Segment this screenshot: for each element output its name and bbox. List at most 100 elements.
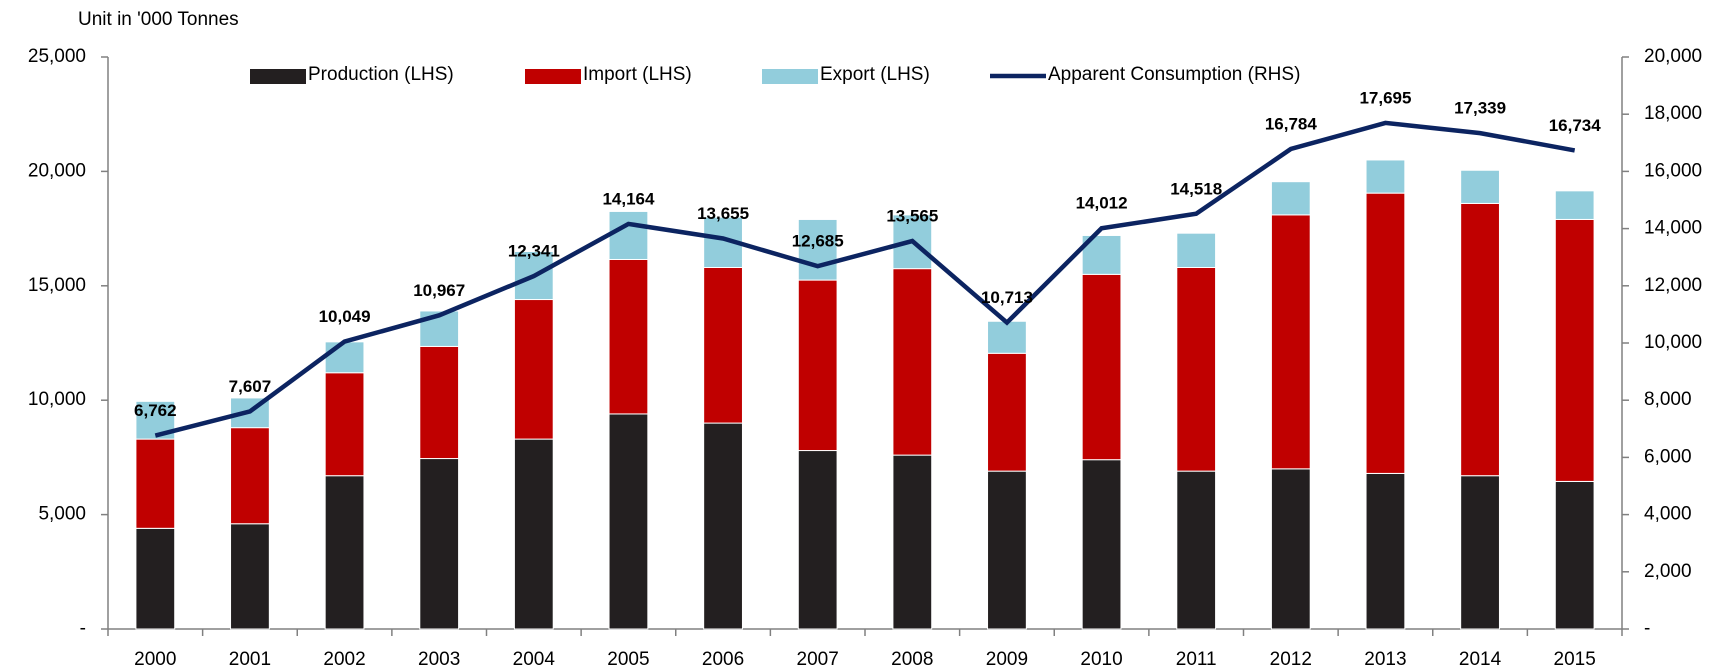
y2-tick-label: 10,000 [1644, 332, 1702, 353]
bar-segment [1270, 181, 1311, 216]
bar-segment [892, 268, 933, 456]
x-tick-label: 2001 [229, 649, 271, 670]
bar-segment [230, 523, 270, 630]
data-label: 17,695 [1359, 88, 1411, 107]
bar-segment [135, 438, 176, 529]
data-label: 10,713 [981, 288, 1033, 307]
bar-segment [892, 454, 933, 630]
x-tick-label: 2008 [891, 649, 933, 670]
bar-segment [1270, 468, 1311, 630]
x-tick-label: 2002 [323, 649, 365, 670]
x-tick-label: 2014 [1459, 649, 1502, 670]
bar-segment [1460, 169, 1500, 204]
y2-tick-label: - [1644, 618, 1650, 639]
bar-segment [1554, 190, 1595, 220]
data-label: 14,012 [1076, 194, 1128, 213]
x-tick-label: 2009 [986, 649, 1028, 670]
data-label: 10,049 [319, 307, 371, 326]
x-tick-label: 2003 [418, 649, 460, 670]
bar-segment [1270, 214, 1311, 470]
data-label: 13,565 [886, 207, 938, 226]
bar-segment [1081, 273, 1122, 461]
y-tick-label: 20,000 [28, 160, 86, 181]
bar-segment [987, 470, 1027, 630]
bar-segment [1554, 218, 1595, 482]
bar-segment [1365, 192, 1406, 474]
x-tick-label: 2010 [1080, 649, 1122, 670]
data-label: 12,341 [508, 242, 560, 261]
data-label: 14,164 [602, 189, 655, 208]
y-axis-label: Unit in '000 Tonnes [78, 9, 239, 30]
data-label: 13,655 [697, 204, 749, 223]
y2-tick-label: 6,000 [1644, 446, 1692, 467]
legend-label: Import (LHS) [583, 64, 692, 85]
bar-segment [703, 422, 743, 630]
legend-label: Export (LHS) [820, 64, 930, 85]
y2-tick-label: 18,000 [1644, 103, 1702, 124]
bar-segment [230, 427, 270, 525]
y-tick-label: 10,000 [28, 389, 86, 410]
bar-segment [608, 413, 649, 630]
legend-label: Production (LHS) [308, 64, 454, 85]
data-label: 16,784 [1265, 114, 1318, 133]
x-tick-label: 2013 [1364, 649, 1406, 670]
legend-swatch [250, 69, 306, 84]
bar-segment [1460, 202, 1500, 477]
data-label: 10,967 [413, 281, 465, 300]
y2-tick-label: 16,000 [1644, 160, 1702, 181]
bar-segment [1554, 480, 1595, 630]
bar-segment [608, 210, 649, 260]
y-tick-label: 5,000 [38, 504, 86, 525]
bar-segment [703, 266, 743, 424]
bar-segment [1365, 159, 1406, 194]
y2-tick-label: 12,000 [1644, 275, 1702, 296]
bar-segment [987, 320, 1027, 354]
x-tick-label: 2012 [1270, 649, 1312, 670]
legend-swatch [525, 69, 581, 84]
bar-segment [324, 341, 365, 374]
x-tick-label: 2011 [1176, 649, 1217, 670]
bar-segment [324, 372, 365, 477]
bar-segment [135, 527, 176, 630]
y2-tick-label: 2,000 [1644, 561, 1692, 582]
bar-segment [1460, 475, 1500, 630]
bar-segment [1176, 470, 1217, 630]
line [154, 120, 1576, 438]
x-tick-label: 2006 [702, 649, 744, 670]
bar-segment [608, 258, 649, 415]
data-label: 17,339 [1454, 99, 1506, 118]
bar-segment [797, 279, 838, 452]
bar-segment [1176, 232, 1217, 268]
bar-segment [513, 438, 554, 630]
y2-tick-label: 4,000 [1644, 504, 1692, 525]
data-label: 14,518 [1170, 179, 1222, 198]
y2-tick-label: 8,000 [1644, 389, 1692, 410]
y-tick-label: 25,000 [28, 46, 86, 67]
bar-segment [513, 299, 554, 440]
bar-segment [419, 458, 460, 630]
bar-segment [324, 475, 365, 630]
x-tick-label: 2004 [513, 649, 556, 670]
bar-segment [1081, 459, 1122, 630]
x-tick-label: 2005 [607, 649, 649, 670]
y2-tick-label: 14,000 [1644, 218, 1702, 239]
data-label: 12,685 [792, 232, 844, 251]
y2-tick-label: 20,000 [1644, 46, 1702, 67]
bar-segment [797, 218, 838, 281]
legend-label: Apparent Consumption (RHS) [1048, 64, 1300, 85]
bar-segment [987, 352, 1027, 472]
bar-segment [419, 345, 460, 460]
bar-segment [1081, 234, 1122, 275]
legend-swatch [762, 69, 818, 84]
bar-segment [797, 450, 838, 630]
x-tick-label: 2007 [797, 649, 839, 670]
data-label: 6,762 [134, 401, 177, 420]
y-tick-label: - [80, 618, 86, 639]
y-tick-label: 15,000 [28, 275, 86, 296]
x-tick-label: 2015 [1554, 649, 1596, 670]
data-label: 16,734 [1549, 116, 1602, 135]
x-tick-label: 2000 [134, 649, 176, 670]
data-label: 7,607 [229, 377, 272, 396]
bar-segment [1365, 472, 1406, 630]
